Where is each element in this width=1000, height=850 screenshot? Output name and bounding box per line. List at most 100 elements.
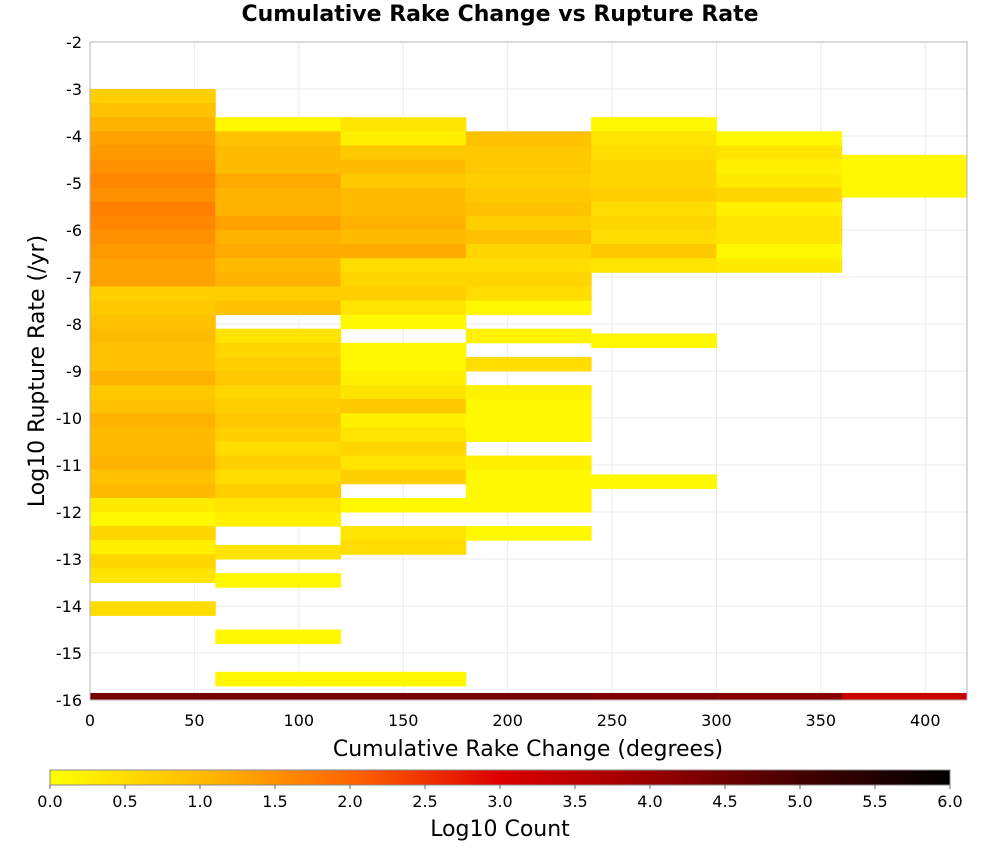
y-tick-labels: -2 -3 -4 -5 -6 -7 -8 -9 -10 -11 -12 -13 -14 -15 -16 <box>56 33 82 710</box>
heatmap-cell <box>465 230 592 245</box>
heatmap-cell <box>340 131 467 146</box>
heatmap-cell <box>90 356 216 372</box>
heatmap-marginal-cell <box>841 692 968 700</box>
heatmap-cell <box>340 215 467 231</box>
x-tick-label: 350 <box>806 711 837 730</box>
heatmap-cell <box>340 455 467 471</box>
heatmap-cell <box>591 117 717 132</box>
heatmap-marginal-cell <box>90 692 216 700</box>
heatmap-cell <box>215 671 342 687</box>
heatmap-cell <box>465 385 592 400</box>
heatmap-cell <box>340 230 467 245</box>
heatmap-cell <box>465 399 592 414</box>
heatmap-cell <box>340 469 467 485</box>
heatmap-cell <box>591 244 717 259</box>
x-tick-label: 300 <box>701 711 732 730</box>
y-tick-label: -7 <box>66 268 82 287</box>
heatmap-cell <box>215 544 342 560</box>
heatmap-cell <box>90 244 216 259</box>
heatmap-cell <box>90 399 216 414</box>
heatmap-cell <box>716 244 843 259</box>
heatmap-cell <box>591 201 717 217</box>
heatmap-cell <box>90 159 216 175</box>
heatmap-cell <box>215 201 342 217</box>
heatmap-cell <box>90 385 216 400</box>
heatmap-cell <box>215 131 342 146</box>
heatmap-cell <box>465 469 592 485</box>
x-axis-label: Cumulative Rake Change (degrees) <box>333 737 723 762</box>
colorbar <box>49 769 951 786</box>
heatmap-cell <box>90 497 216 513</box>
heatmap-cell <box>215 145 342 160</box>
heatmap-cell <box>90 314 216 330</box>
heatmap-marginal-cell <box>591 692 717 700</box>
y-axis-label: Log10 Rupture Rate (/yr) <box>25 235 50 507</box>
heatmap-cell <box>215 455 342 471</box>
heatmap-cell <box>340 145 467 160</box>
heatmap-cell <box>90 145 216 160</box>
colorbar-tick-label: 3.0 <box>487 792 512 811</box>
heatmap-cell <box>215 629 342 645</box>
heatmap-cell <box>90 526 216 541</box>
heatmap-cell <box>340 342 467 358</box>
heatmap-cell <box>465 413 592 428</box>
heatmap-cell <box>90 272 216 287</box>
y-tick-label: -12 <box>56 503 82 522</box>
heatmap-cell <box>215 399 342 414</box>
y-tick-label: -13 <box>56 550 82 569</box>
heatmap-cell <box>465 131 592 146</box>
heatmap-cell <box>716 258 843 273</box>
colorbar-tick-label: 6.0 <box>937 792 962 811</box>
heatmap-cell <box>90 173 216 189</box>
heatmap-cell <box>340 314 467 330</box>
colorbar-tick-label: 5.5 <box>862 792 887 811</box>
heatmap-cell <box>90 568 216 583</box>
heatmap-cell <box>340 159 467 175</box>
heatmap-cell <box>465 159 592 175</box>
x-tick-label: 100 <box>284 711 315 730</box>
y-tick-label: -3 <box>66 80 82 99</box>
heatmap-cell <box>340 272 467 287</box>
x-tick-label: 400 <box>910 711 941 730</box>
heatmap-cell <box>90 455 216 471</box>
heatmap-cell <box>340 399 467 414</box>
x-tick-label: 50 <box>184 711 204 730</box>
heatmap-cell <box>215 573 342 588</box>
heatmap-cell <box>716 173 843 189</box>
heatmap-cell <box>716 187 843 203</box>
heatmap-cell <box>215 258 342 273</box>
heatmap-cell <box>465 483 592 499</box>
heatmap-cell <box>215 272 342 287</box>
heatmap-cell <box>591 215 717 231</box>
chart-title: Cumulative Rake Change vs Rupture Rate <box>241 2 759 27</box>
y-tick-label: -8 <box>66 315 82 334</box>
y-tick-label: -16 <box>56 691 82 710</box>
heatmap-cell <box>465 356 592 372</box>
heatmap-cell <box>340 258 467 273</box>
y-tick-label: -2 <box>66 33 82 52</box>
heatmap-cell <box>215 230 342 245</box>
heatmap-cell <box>90 286 216 301</box>
heatmap-cell <box>340 371 467 386</box>
heatmap-cell <box>90 342 216 358</box>
heatmap-cell <box>591 258 717 273</box>
heatmap-cell <box>90 512 216 527</box>
heatmap-cell <box>90 441 216 457</box>
colorbar-tick-label: 1.5 <box>262 792 287 811</box>
colorbar-tick-label: 2.0 <box>337 792 362 811</box>
heatmap-cell <box>90 469 216 485</box>
x-tick-labels: 0 50 100 150 200 250 300 350 400 <box>85 711 941 730</box>
heatmap-cell <box>465 145 592 160</box>
heatmap-cell <box>90 540 216 555</box>
x-tick-label: 150 <box>388 711 419 730</box>
y-tick-label: -15 <box>56 644 82 663</box>
colorbar-tick-labels: 0.0 0.5 1.0 1.5 2.0 2.5 3.0 3.5 4.0 4.5 5.0 5.5 6.0 <box>37 785 963 811</box>
colorbar-tick-label: 4.0 <box>637 792 662 811</box>
colorbar-label: Log10 Count <box>430 817 570 842</box>
colorbar-tick-label: 1.0 <box>187 792 212 811</box>
heatmap-cell <box>215 159 342 175</box>
heatmap-cell <box>215 356 342 372</box>
heatmap-cell <box>465 244 592 259</box>
heatmap-cell <box>215 187 342 203</box>
